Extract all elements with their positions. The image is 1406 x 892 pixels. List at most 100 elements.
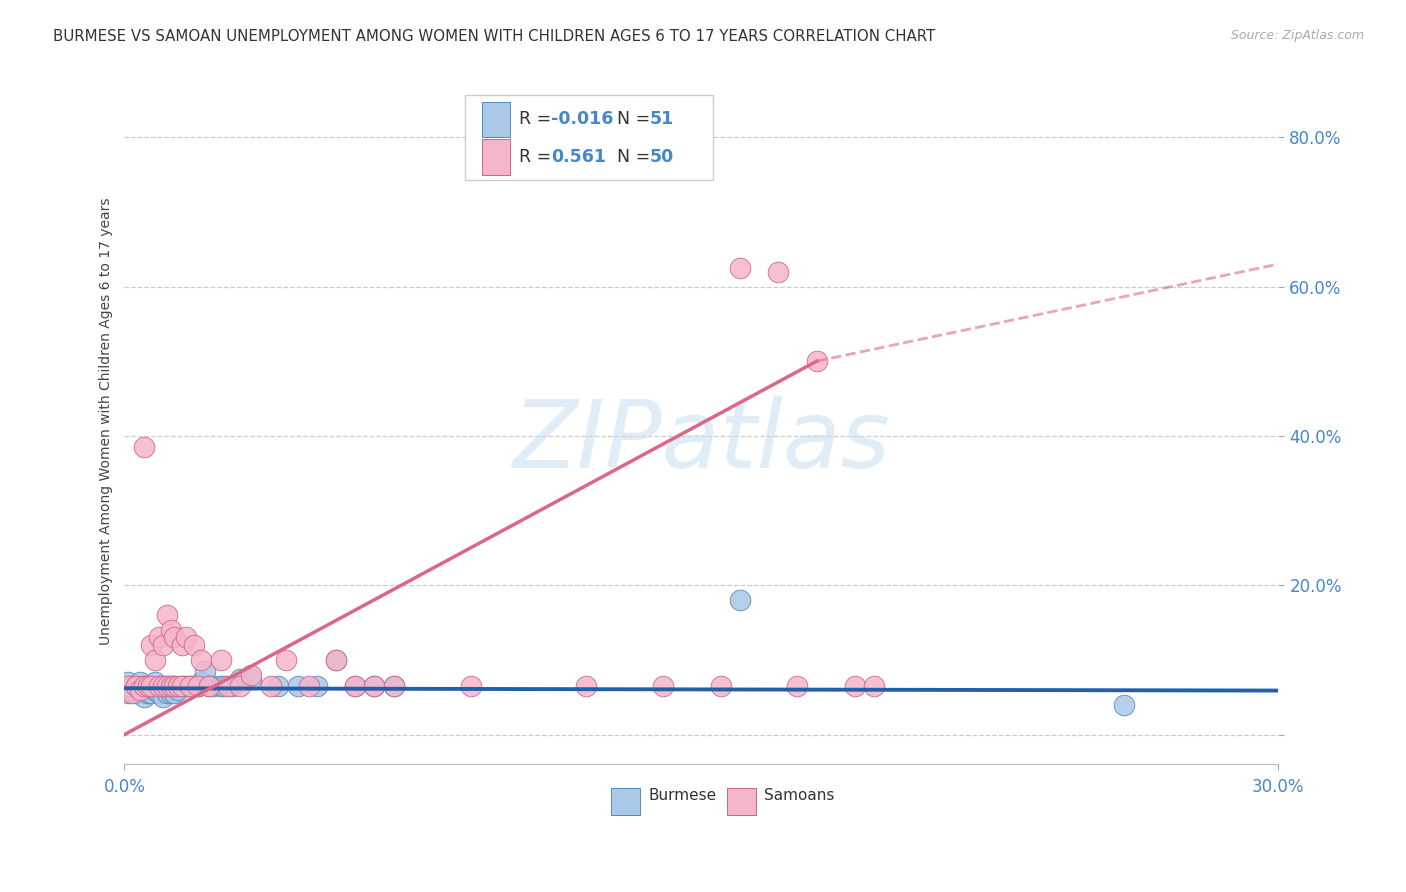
Point [117, 686, 139, 700]
Point [172, 638, 194, 652]
Point [163, 631, 186, 645]
Point [190, 653, 212, 667]
Point [325, 653, 347, 667]
Point [382, 679, 405, 693]
Point [128, 682, 150, 697]
Point [143, 675, 166, 690]
Point [136, 686, 159, 700]
Point [121, 682, 143, 697]
Point [186, 679, 208, 693]
Point [148, 679, 170, 693]
Point [186, 679, 208, 693]
Point [128, 675, 150, 690]
Text: 51: 51 [650, 111, 673, 128]
Point [132, 679, 155, 693]
FancyBboxPatch shape [612, 789, 640, 814]
Point [267, 679, 290, 693]
Point [159, 679, 181, 693]
Point [156, 679, 179, 693]
FancyBboxPatch shape [482, 139, 510, 175]
Text: N =: N = [617, 111, 651, 128]
Text: R =: R = [519, 111, 551, 128]
Point [183, 679, 205, 693]
Point [198, 679, 221, 693]
Point [201, 679, 224, 693]
Point [159, 623, 181, 637]
Point [132, 679, 155, 693]
Point [274, 653, 297, 667]
Point [229, 679, 252, 693]
Point [287, 679, 309, 693]
Point [148, 631, 170, 645]
Text: 0.561: 0.561 [551, 148, 606, 166]
Point [163, 686, 186, 700]
Point [143, 682, 166, 697]
Text: N =: N = [617, 148, 651, 166]
Text: Samoans: Samoans [763, 788, 834, 803]
Point [806, 354, 828, 368]
Point [214, 679, 236, 693]
Point [141, 679, 163, 693]
Point [325, 653, 347, 667]
Point [132, 686, 155, 700]
Point [163, 679, 186, 693]
Point [141, 686, 163, 700]
Point [152, 679, 174, 693]
Point [363, 679, 385, 693]
Point [121, 679, 143, 693]
Point [217, 679, 239, 693]
Point [305, 679, 328, 693]
Point [136, 679, 159, 693]
Point [152, 638, 174, 652]
Point [786, 679, 808, 693]
Text: Source: ZipAtlas.com: Source: ZipAtlas.com [1230, 29, 1364, 42]
Point [194, 664, 217, 678]
Point [117, 675, 139, 690]
Point [344, 679, 367, 693]
Point [141, 638, 163, 652]
Text: Burmese: Burmese [648, 788, 717, 803]
Point [167, 682, 190, 697]
Point [136, 679, 159, 693]
Point [174, 631, 197, 645]
Point [728, 260, 751, 275]
Point [298, 679, 321, 693]
Text: -0.016: -0.016 [551, 111, 613, 128]
Point [198, 679, 221, 693]
Point [132, 440, 155, 454]
Point [863, 679, 886, 693]
Point [240, 668, 263, 682]
Point [148, 686, 170, 700]
Point [363, 679, 385, 693]
Point [163, 679, 186, 693]
Point [209, 653, 232, 667]
Point [156, 608, 179, 623]
Point [768, 264, 790, 278]
Point [229, 672, 252, 686]
Point [172, 679, 194, 693]
Y-axis label: Unemployment Among Women with Children Ages 6 to 17 years: Unemployment Among Women with Children A… [100, 197, 114, 645]
Point [221, 679, 243, 693]
Point [152, 679, 174, 693]
Point [844, 679, 866, 693]
FancyBboxPatch shape [482, 102, 510, 137]
Point [179, 679, 201, 693]
FancyBboxPatch shape [727, 789, 755, 814]
Point [575, 679, 598, 693]
Point [152, 690, 174, 705]
Point [709, 679, 731, 693]
Point [183, 638, 205, 652]
Point [209, 679, 232, 693]
Point [125, 679, 148, 693]
Point [148, 679, 170, 693]
Point [240, 672, 263, 686]
Point [117, 679, 139, 693]
Point [125, 679, 148, 693]
Point [651, 679, 673, 693]
Point [132, 690, 155, 705]
Point [190, 675, 212, 690]
Point [382, 679, 405, 693]
Point [143, 653, 166, 667]
FancyBboxPatch shape [465, 95, 713, 180]
Point [125, 686, 148, 700]
